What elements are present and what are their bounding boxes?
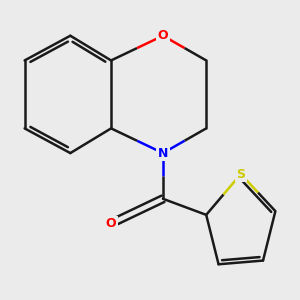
Text: S: S xyxy=(236,168,245,181)
Text: N: N xyxy=(158,147,168,160)
Text: O: O xyxy=(106,217,116,230)
Text: O: O xyxy=(158,29,168,42)
